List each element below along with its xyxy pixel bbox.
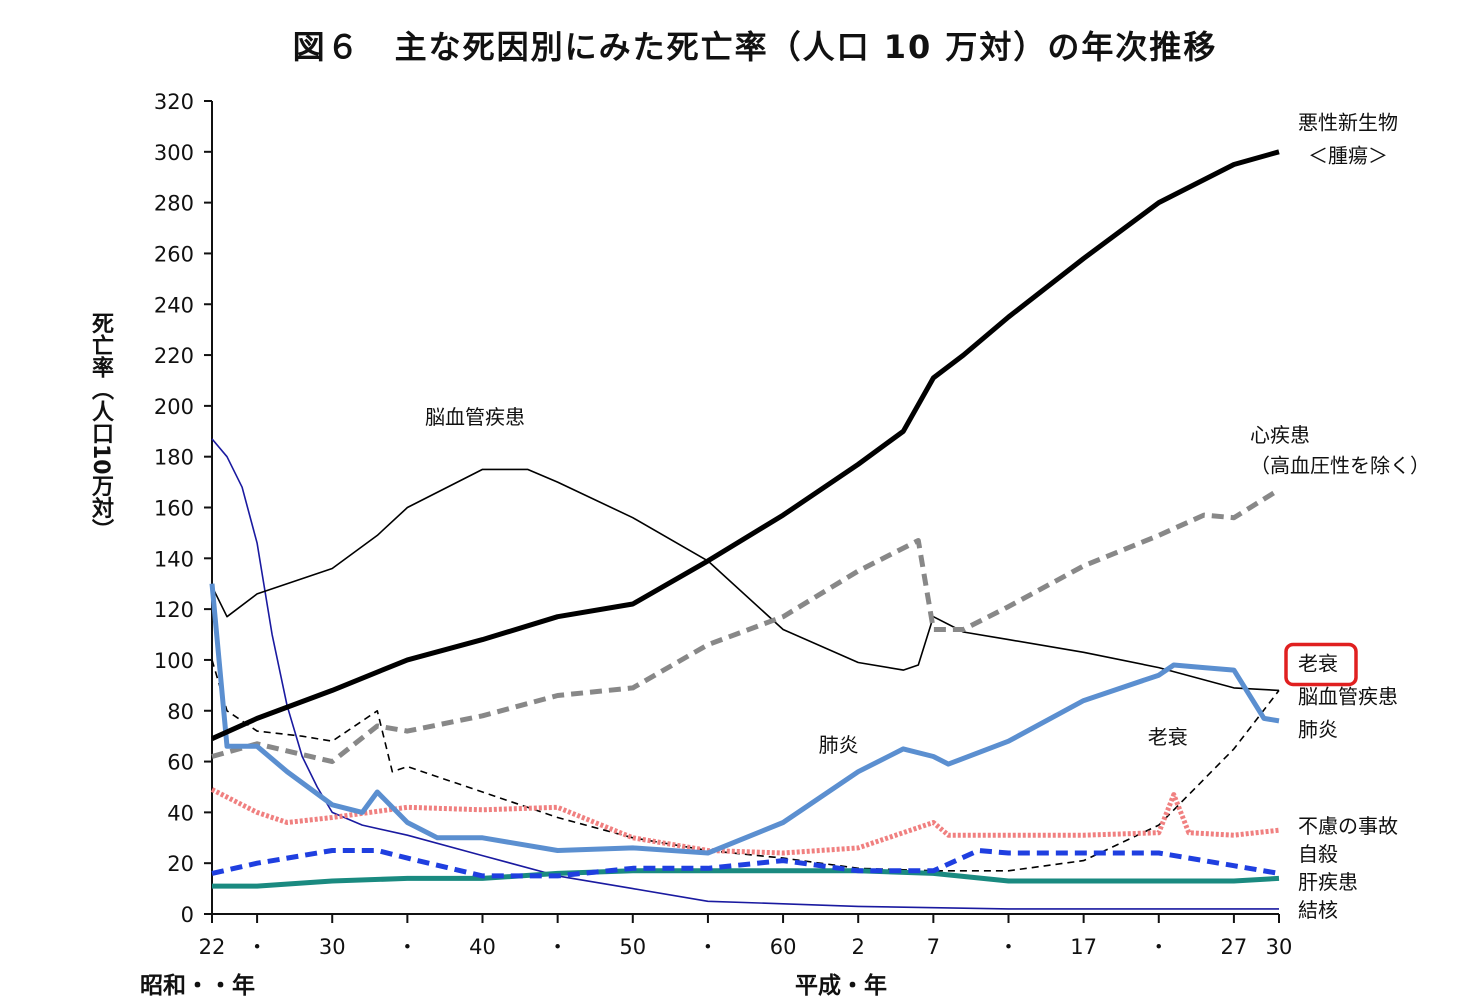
x-era-label-heisei: 平成・年 xyxy=(795,972,887,999)
highlight-box xyxy=(1284,642,1358,687)
x-tick-label: 30 xyxy=(1266,935,1293,959)
y-tick-label: 280 xyxy=(154,192,194,216)
y-tick-label: 300 xyxy=(154,141,194,165)
series-legend-label: 不慮の事故 xyxy=(1298,814,1398,838)
y-tick-label: 60 xyxy=(167,751,194,775)
x-tick-label: 17 xyxy=(1070,935,1097,959)
y-tick-label: 120 xyxy=(154,598,194,622)
y-tick-label: 200 xyxy=(154,395,194,419)
x-tick-label: 60 xyxy=(770,935,797,959)
series-line-9 xyxy=(211,438,1279,910)
series-legend-label: 老衰 xyxy=(1298,651,1338,675)
annotation-label: 老衰 xyxy=(1148,725,1188,749)
series-legend-label: 自殺 xyxy=(1298,842,1338,866)
series-line-1 xyxy=(210,149,1280,741)
series-legend-label: 結核 xyxy=(1298,898,1338,922)
series-legend-label: 肺炎 xyxy=(1298,718,1338,742)
series-line-2 xyxy=(211,487,1281,765)
series-legend-label: 脳血管疾患 xyxy=(1298,685,1398,709)
annotation-label: 脳血管疾患 xyxy=(425,405,525,429)
y-tick-label: 320 xyxy=(154,90,194,114)
y-tick-label: 180 xyxy=(154,446,194,470)
y-tick-label: 220 xyxy=(154,344,194,368)
x-tick-label: 7 xyxy=(927,935,940,959)
x-tick-label: 30 xyxy=(319,935,346,959)
series-legend-label: 心疾患 xyxy=(1250,423,1310,447)
series-line-5 xyxy=(211,659,1280,872)
y-tick-label: 20 xyxy=(167,852,194,876)
series-line-6 xyxy=(210,787,1280,856)
x-tick-label: 22 xyxy=(199,935,226,959)
x-tick-label: 50 xyxy=(619,935,646,959)
x-tick-label: ・ xyxy=(998,935,1019,959)
series-line-3 xyxy=(211,468,1280,692)
y-tick-label: 0 xyxy=(181,903,194,927)
y-tick-label: 240 xyxy=(154,293,194,317)
x-tick-label: 27 xyxy=(1221,935,1248,959)
chart-title: 図６ 主な死因別にみた死亡率（人口 10 万対）の年次推移 xyxy=(292,28,1218,66)
y-tick-label: 40 xyxy=(167,801,194,825)
y-axis-label: 死亡率（人口10万対） xyxy=(84,312,116,548)
x-tick-label: ・ xyxy=(397,935,418,959)
x-era-label-showa: 昭和・・年 xyxy=(140,972,255,999)
x-tick-label: 40 xyxy=(469,935,496,959)
series-legend-label: 肝疾患 xyxy=(1298,870,1358,894)
series-line-8 xyxy=(212,868,1280,889)
series-legend-label: 悪性新生物 xyxy=(1298,110,1398,134)
x-tick-label: ・ xyxy=(547,935,568,959)
series-line-7 xyxy=(211,848,1280,879)
series-line-4 xyxy=(209,583,1280,856)
series-legend-label: ＜腫瘍＞ xyxy=(1308,143,1388,167)
y-tick-label: 140 xyxy=(154,547,194,571)
y-tick-label: 80 xyxy=(167,700,194,724)
y-axis-label-text: 死亡率（人口10万対） xyxy=(88,312,113,541)
annotation-label: 肺炎 xyxy=(819,733,859,757)
x-tick-label: ・ xyxy=(247,935,268,959)
y-tick-label: 100 xyxy=(154,649,194,673)
x-tick-label: ・ xyxy=(1148,935,1169,959)
y-tick-label: 260 xyxy=(154,242,194,266)
x-tick-label: ・ xyxy=(697,935,718,959)
x-tick-label: 2 xyxy=(852,935,865,959)
y-tick-label: 160 xyxy=(154,497,194,521)
series-legend-label: （高血圧性を除く） xyxy=(1250,453,1430,477)
